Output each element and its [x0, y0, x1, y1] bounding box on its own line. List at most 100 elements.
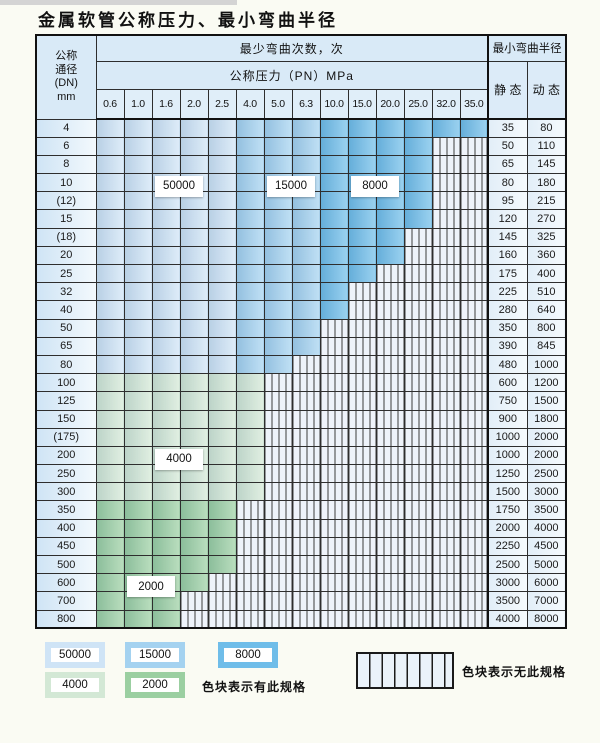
spec-cell-unavailable [431, 191, 461, 211]
dynamic-radius-value: 1500 [526, 391, 567, 411]
spec-cell-available [319, 209, 349, 229]
dynamic-radius-value: 3000 [526, 482, 567, 502]
pressure-tick: 0.6 [95, 88, 125, 120]
pressure-tick: 10.0 [319, 88, 349, 120]
spec-cell-available [151, 154, 181, 175]
spec-cell-available [235, 354, 265, 375]
static-radius-value: 2250 [487, 536, 528, 557]
spec-cell-available [95, 518, 125, 538]
spec-cell-available [179, 136, 209, 156]
spec-cell-available [347, 209, 377, 229]
dynamic-radius-value: 6000 [526, 573, 567, 593]
spec-cell-available [95, 445, 125, 466]
spec-cell-available [319, 136, 349, 156]
table-row: 15 120 270 [35, 209, 567, 229]
spec-cell-unavailable [459, 154, 489, 175]
spec-cell-available [291, 263, 321, 284]
static-radius-value: 480 [487, 354, 528, 375]
dn-value: 350 [35, 500, 97, 520]
spec-cell-unavailable [347, 391, 377, 411]
spec-cell-unavailable [319, 518, 349, 538]
spec-cell-available [263, 318, 293, 338]
dn-value: 65 [35, 336, 97, 356]
spec-cell-unavailable [403, 227, 433, 247]
dynamic-radius-value: 800 [526, 318, 567, 338]
spec-cell-available [319, 173, 349, 193]
spec-cell-unavailable [263, 373, 293, 393]
pressure-tick: 35.0 [459, 88, 489, 120]
spec-cell-unavailable [431, 445, 461, 466]
table-row: 20 160 360 [35, 245, 567, 266]
spec-cell-unavailable [207, 609, 237, 629]
spec-cell-available [179, 227, 209, 247]
table-row: 40 280 640 [35, 300, 567, 320]
spec-cell-available [151, 136, 181, 156]
dynamic-radius-value: 2000 [526, 445, 567, 466]
spec-cell-available [179, 500, 209, 520]
spec-cell-available [179, 573, 209, 593]
static-radius-value: 65 [487, 154, 528, 175]
dn-value: 500 [35, 554, 97, 575]
table-row: 50 350 800 [35, 318, 567, 338]
spec-cell-available [235, 191, 265, 211]
spec-cell-available [95, 173, 125, 193]
spec-cell-unavailable [347, 354, 377, 375]
spec-cell-available [179, 427, 209, 447]
spec-cell-unavailable [319, 336, 349, 356]
spec-cell-available [263, 354, 293, 375]
spec-cell-available [179, 245, 209, 266]
spec-cell-available [207, 245, 237, 266]
dynamic-radius-value: 845 [526, 336, 567, 356]
spec-cell-unavailable [291, 500, 321, 520]
bend-times-label: 50000 [155, 175, 203, 197]
legend-swatch: 4000 [45, 672, 105, 698]
spec-cell-unavailable [375, 482, 405, 502]
table-row: 8 65 145 [35, 154, 567, 175]
spec-cell-unavailable [235, 500, 265, 520]
spec-cell-available [347, 263, 377, 284]
spec-cell-available [151, 554, 181, 575]
dn-value: 10 [35, 173, 97, 193]
spec-cell-available [95, 245, 125, 266]
static-radius-value: 120 [487, 209, 528, 229]
spec-cell-available [347, 245, 377, 266]
spec-cell-available [95, 591, 125, 611]
spec-cell-available [151, 500, 181, 520]
static-radius-value: 175 [487, 263, 528, 284]
spec-cell-available [95, 263, 125, 284]
spec-cell-unavailable [403, 336, 433, 356]
spec-cell-available [151, 354, 181, 375]
spec-cell-unavailable [431, 591, 461, 611]
spec-cell-unavailable [459, 554, 489, 575]
spec-cell-unavailable [403, 263, 433, 284]
spec-cell-available [207, 500, 237, 520]
spec-cell-available [123, 191, 153, 211]
spec-cell-available [95, 373, 125, 393]
spec-cell-available [319, 245, 349, 266]
spec-cell-unavailable [291, 373, 321, 393]
spec-cell-unavailable [319, 500, 349, 520]
pressure-tick: 6.3 [291, 88, 321, 120]
dn-value: 700 [35, 591, 97, 611]
spec-cell-available [403, 154, 433, 175]
spec-cell-unavailable [459, 591, 489, 611]
table-row: 4 35 80 [35, 118, 567, 138]
spec-cell-unavailable [459, 500, 489, 520]
spec-cell-available [263, 263, 293, 284]
static-radius-value: 145 [487, 227, 528, 247]
spec-cell-available [235, 409, 265, 429]
spec-cell-available [95, 300, 125, 320]
spec-cell-available [263, 282, 293, 302]
dynamic-radius-value: 4500 [526, 536, 567, 557]
spec-cell-unavailable [319, 409, 349, 429]
spec-cell-available [123, 409, 153, 429]
spec-cell-unavailable [431, 373, 461, 393]
spec-cell-available [123, 300, 153, 320]
spec-cell-unavailable [235, 573, 265, 593]
spec-cell-available [375, 118, 405, 138]
spec-cell-available [179, 318, 209, 338]
spec-cell-available [263, 300, 293, 320]
spec-cell-unavailable [375, 445, 405, 466]
spec-cell-available [95, 464, 125, 484]
